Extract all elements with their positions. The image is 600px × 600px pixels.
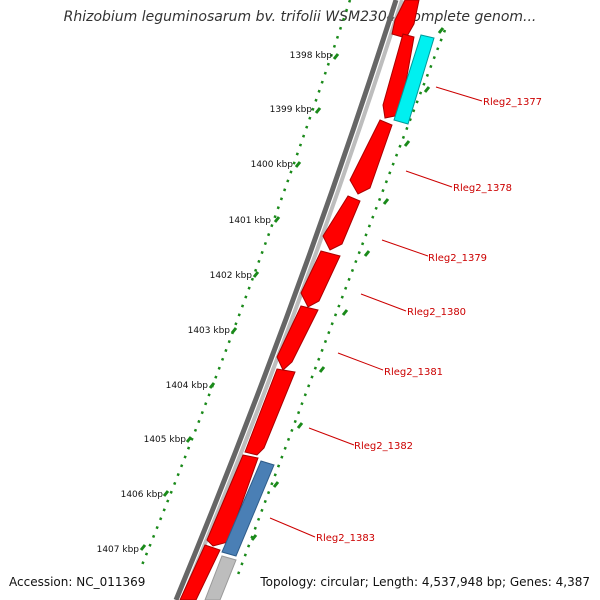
kbp-label: 1406 kbp	[121, 490, 164, 500]
major-tick	[294, 161, 302, 168]
kbp-label: 1402 kbp	[210, 271, 253, 281]
gene-label-rleg2-1383[interactable]: Rleg2_1383	[316, 533, 375, 544]
leader-line	[337, 352, 384, 371]
inner-tick-dots	[234, 29, 447, 581]
inner-tick	[296, 422, 304, 429]
inner-tick	[272, 481, 280, 488]
gene-arrow-rleg2-1382[interactable]	[244, 368, 296, 456]
major-ticks-outer	[139, 53, 340, 551]
major-tick	[162, 490, 170, 497]
gene-arrow-next[interactable]	[179, 544, 221, 600]
gene-label-rleg2-1380[interactable]: Rleg2_1380	[407, 307, 466, 318]
forward-genes	[179, 0, 420, 600]
inner-tick	[382, 198, 390, 205]
inner-tick	[423, 86, 431, 93]
inner-tick	[250, 534, 258, 541]
leader-line	[381, 239, 429, 257]
kbp-label: 1400 kbp	[251, 160, 294, 170]
gene-label-rleg2-1379[interactable]: Rleg2_1379	[428, 253, 487, 264]
gene-label-rleg2-1382[interactable]: Rleg2_1382	[354, 441, 413, 452]
kbp-label: 1401 kbp	[229, 216, 272, 226]
gene-labels: Rleg2_1377 Rleg2_1378 Rleg2_1379 Rleg2_1…	[316, 97, 542, 544]
inner-tick	[341, 309, 349, 316]
major-tick	[185, 436, 193, 443]
kbp-labels: 1398 kbp 1399 kbp 1400 kbp 1401 kbp 1402…	[97, 51, 333, 555]
major-tick	[252, 271, 260, 278]
major-tick	[332, 53, 340, 60]
leader-line	[360, 293, 407, 312]
gene-arrow-rleg2-1378[interactable]	[349, 119, 393, 195]
backbone-inner-line	[180, 0, 404, 600]
label-leader-lines	[269, 86, 483, 538]
gene-arrow-rleg2-1379[interactable]	[322, 195, 361, 251]
backbone-outer-line	[173, 0, 399, 600]
gene-arrow-rleg2-1381[interactable]	[276, 305, 319, 371]
major-ticks-inner	[250, 27, 445, 541]
gene-label-rleg2-1377[interactable]: Rleg2_1377	[483, 97, 542, 108]
major-tick	[139, 544, 147, 551]
major-tick	[314, 107, 322, 114]
gene-arrow-rleg2-1383[interactable]	[206, 454, 259, 547]
gene-label-rleg2-1378[interactable]: Rleg2_1378	[453, 183, 512, 194]
major-tick	[208, 382, 216, 389]
accession-label: Accession: NC_011369	[9, 575, 146, 589]
kbp-label: 1398 kbp	[290, 51, 333, 61]
kbp-label: 1407 kbp	[97, 545, 140, 555]
gene-arrow-rleg2-1377[interactable]	[382, 33, 415, 119]
genome-summary: Topology: circular; Length: 4,537,948 bp…	[260, 575, 590, 589]
kbp-label: 1405 kbp	[144, 435, 187, 445]
backbone	[173, 0, 404, 600]
gene-box-blue[interactable]	[221, 460, 275, 557]
major-tick	[273, 216, 281, 223]
outer-tick-dots	[138, 0, 352, 571]
kbp-label: 1399 kbp	[270, 105, 313, 115]
inner-tick	[437, 27, 445, 34]
kbp-label: 1403 kbp	[188, 326, 231, 336]
leader-line	[405, 170, 453, 188]
inner-tick	[318, 366, 326, 373]
kbp-label: 1404 kbp	[166, 381, 209, 391]
gene-label-rleg2-1381[interactable]: Rleg2_1381	[384, 367, 443, 378]
leader-line	[435, 86, 483, 102]
major-tick	[230, 327, 238, 334]
inner-tick	[363, 250, 371, 257]
gene-box-cyan[interactable]	[393, 34, 435, 125]
genome-title: Rhizobium leguminosarum bv. trifolii WSM…	[63, 9, 537, 25]
inner-tick	[403, 140, 411, 147]
gene-box-grey[interactable]	[204, 555, 237, 600]
gene-arrow-rleg2-1380[interactable]	[300, 250, 341, 308]
leader-line	[308, 427, 355, 446]
reverse-genes	[204, 34, 435, 600]
leader-line	[269, 517, 316, 538]
